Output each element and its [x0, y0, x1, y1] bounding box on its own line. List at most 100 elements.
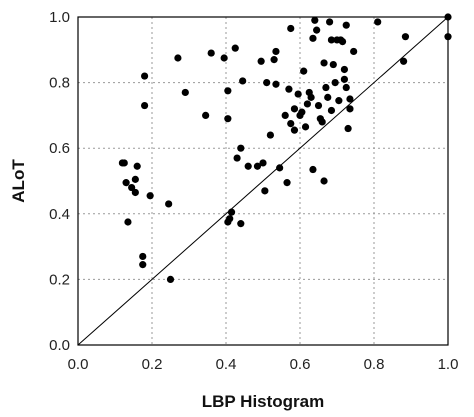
- data-point: [327, 36, 336, 44]
- data-point: [294, 90, 302, 98]
- data-point: [300, 67, 308, 75]
- data-point: [231, 44, 239, 52]
- data-point: [335, 97, 343, 105]
- data-point: [327, 106, 336, 115]
- data-point: [290, 126, 299, 134]
- data-point: [146, 192, 154, 200]
- data-point: [313, 26, 321, 34]
- data-point: [342, 21, 350, 29]
- data-point: [298, 108, 306, 116]
- data-point: [122, 179, 130, 187]
- data-point: [283, 179, 291, 187]
- data-point: [320, 59, 328, 67]
- data-point: [224, 115, 232, 123]
- data-point: [340, 65, 348, 74]
- data-point: [342, 83, 350, 92]
- data-point: [244, 162, 252, 170]
- data-point: [166, 275, 175, 283]
- data-point: [139, 261, 147, 269]
- data-point: [311, 16, 319, 24]
- data-point: [400, 57, 408, 65]
- data-point: [307, 93, 315, 101]
- data-point: [309, 165, 317, 174]
- data-point: [344, 124, 352, 133]
- data-points: [118, 13, 452, 283]
- x-tick-label: 1.0: [438, 356, 459, 373]
- data-point: [444, 13, 452, 21]
- data-point: [314, 101, 323, 110]
- data-point: [174, 54, 182, 62]
- reference-line-y-equals-x: [77, 16, 449, 346]
- data-point: [261, 187, 269, 195]
- x-tick-label: 0.0: [68, 356, 89, 373]
- data-point: [287, 24, 295, 33]
- data-point: [202, 111, 210, 119]
- data-point: [165, 200, 173, 208]
- data-point: [290, 105, 299, 113]
- data-point: [272, 80, 280, 88]
- data-point: [141, 101, 149, 110]
- y-tick-label: 0.0: [49, 337, 70, 354]
- y-tick-label: 0.6: [49, 140, 70, 157]
- data-point: [324, 93, 332, 101]
- data-point: [239, 77, 247, 85]
- data-point: [329, 60, 337, 69]
- x-tick-label: 0.8: [364, 356, 385, 373]
- data-point: [120, 159, 128, 167]
- data-point: [374, 18, 382, 26]
- data-point: [128, 183, 136, 192]
- y-tick-label: 0.8: [49, 75, 70, 92]
- data-point: [301, 123, 310, 131]
- data-point: [263, 79, 271, 87]
- data-point: [259, 159, 267, 167]
- data-point: [272, 47, 280, 56]
- data-point: [309, 34, 317, 42]
- data-point: [276, 164, 284, 172]
- y-axis-title: ALoT: [9, 159, 28, 203]
- data-point: [281, 111, 289, 119]
- x-tick-label: 0.6: [290, 356, 311, 373]
- data-point: [124, 218, 132, 226]
- data-point: [253, 162, 262, 170]
- data-point: [181, 88, 189, 97]
- data-point: [237, 220, 245, 228]
- data-point: [318, 118, 326, 126]
- data-point: [207, 49, 215, 57]
- data-point: [340, 75, 348, 83]
- data-point: [133, 162, 141, 170]
- data-point: [226, 215, 234, 223]
- y-tick-label: 0.4: [49, 206, 70, 223]
- data-point: [322, 83, 330, 92]
- x-axis-title: LBP Histogram: [202, 392, 325, 411]
- data-point: [139, 252, 147, 261]
- data-point: [320, 177, 328, 185]
- data-point: [141, 72, 149, 80]
- data-point: [270, 56, 278, 64]
- data-point: [220, 54, 228, 62]
- x-axis-tick-labels: 0.0 0.2 0.4 0.6 0.8 1.0: [68, 356, 459, 373]
- data-point: [131, 188, 139, 197]
- x-tick-label: 0.2: [142, 356, 163, 373]
- plot-area-frame: [77, 16, 449, 346]
- data-point: [237, 144, 245, 152]
- data-point: [350, 47, 358, 56]
- data-point: [224, 87, 232, 95]
- data-point: [338, 38, 347, 46]
- data-point: [266, 131, 274, 139]
- data-point: [346, 95, 354, 103]
- data-point: [233, 154, 241, 162]
- data-point: [285, 85, 293, 93]
- data-point: [401, 33, 410, 41]
- data-point: [287, 120, 295, 128]
- data-point: [346, 105, 354, 113]
- grid-lines: [78, 17, 448, 345]
- data-point: [326, 18, 334, 26]
- data-point: [257, 57, 265, 65]
- x-tick-label: 0.4: [216, 356, 237, 373]
- data-point: [303, 100, 311, 108]
- data-point: [331, 79, 339, 87]
- y-tick-label: 1.0: [49, 9, 70, 26]
- y-tick-label: 0.2: [49, 271, 70, 288]
- y-axis-tick-labels: 0.0 0.2 0.4 0.6 0.8 1.0: [49, 9, 70, 354]
